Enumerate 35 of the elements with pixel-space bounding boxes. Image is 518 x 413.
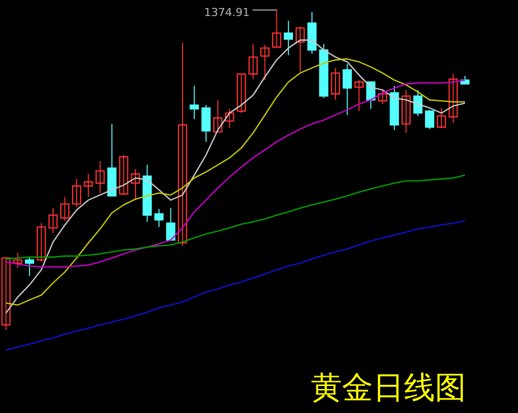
candlestick [448,74,458,124]
candlestick [36,222,46,262]
candlestick [13,252,22,268]
candlestick [272,10,282,48]
candlestick [48,208,58,234]
candlestick [354,80,364,112]
candlestick [154,208,164,228]
candlestick [166,208,176,242]
candlestick [24,256,34,276]
candlestick [260,44,270,81]
candlestick [296,26,305,73]
candlestick [72,178,82,208]
candlestick [248,43,258,80]
candlestick [1,257,11,330]
candlestick [201,104,211,142]
candlestick [190,85,199,120]
candlestick [96,160,105,194]
annotation: 1374.91 [204,6,250,19]
candlestick [130,168,140,201]
candlestick [60,196,70,222]
candlestick [213,99,222,133]
candlestick [425,109,434,130]
candlestick [436,107,446,129]
candlestick [84,173,93,198]
text: 黄金日线图 [311,370,466,406]
candlestick [284,20,294,56]
candlestick [330,67,340,100]
candlestick [178,42,188,246]
candlestick [342,64,352,116]
candlestick [413,90,422,116]
candlestick [402,90,411,134]
candlestick [378,88,388,105]
candlestick [236,73,246,114]
candlestick [224,108,234,129]
candlestick [119,154,128,196]
